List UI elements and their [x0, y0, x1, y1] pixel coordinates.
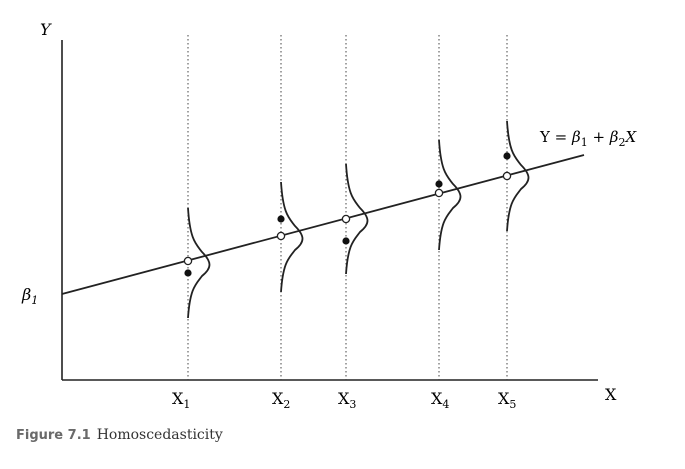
x4-observed-point	[435, 180, 443, 188]
x2-expected-value-point	[276, 231, 286, 241]
x3-label: X3	[338, 389, 356, 411]
x5-group: X5	[498, 35, 530, 411]
regression-equation: Y = β1 + β2X	[539, 128, 637, 149]
figure-number: Figure 7.1	[16, 428, 91, 443]
intercept-label: β1	[21, 285, 38, 307]
x4-group: X4	[431, 35, 462, 411]
y-axis-label: Y	[40, 20, 52, 39]
x1-density-curve	[187, 207, 211, 319]
x1-observed-point	[184, 269, 192, 277]
x2-observed-point	[277, 215, 285, 223]
x1-group: X1	[172, 35, 211, 411]
x2-group: X2	[272, 35, 304, 411]
x5-density-curve	[506, 120, 530, 232]
regression-line	[61, 154, 585, 295]
figure-caption: Figure 7.1 Homoscedasticity	[16, 427, 223, 443]
x5-label: X5	[498, 389, 516, 411]
homoscedasticity-diagram: Y X β1 Y = β1 + β2X X1 X2	[21, 20, 637, 411]
x3-group: X3	[338, 35, 369, 411]
x4-expected-value-point	[434, 188, 444, 198]
x1-label: X1	[172, 389, 190, 411]
x2-label: X2	[272, 389, 290, 411]
x3-expected-value-point	[341, 214, 351, 224]
x5-observed-point	[503, 152, 511, 160]
x1-expected-value-point	[183, 256, 193, 266]
figure-title: Homoscedasticity	[96, 427, 223, 443]
x4-density-curve	[438, 139, 462, 251]
x5-expected-value-point	[502, 171, 512, 181]
x2-density-curve	[280, 181, 304, 293]
x3-density-curve	[345, 163, 369, 275]
x4-label: X4	[431, 389, 449, 411]
x-axis-label: X	[605, 385, 617, 404]
x3-observed-point	[342, 237, 350, 245]
